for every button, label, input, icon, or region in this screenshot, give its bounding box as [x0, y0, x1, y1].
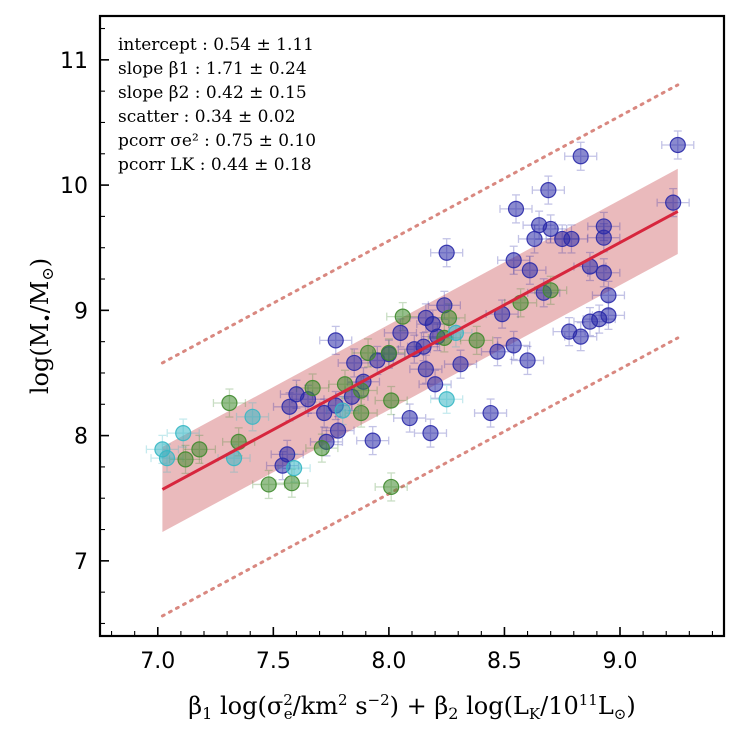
- blue-data-point: [519, 352, 536, 369]
- blue-data-point: [540, 182, 557, 199]
- y-axis-ticks: 7 8 9 10 11: [60, 27, 109, 625]
- blue-data-point: [329, 422, 347, 439]
- cyan-data-point: [286, 460, 303, 477]
- blue-data-point: [346, 354, 363, 372]
- blue-data-point: [581, 313, 599, 330]
- blue-data-point: [327, 332, 344, 349]
- stat-line: slope β2 : 0.42 ± 0.15: [118, 83, 307, 103]
- blue-data-point: [531, 217, 548, 234]
- cyan-data-point: [334, 402, 351, 419]
- blue-data-point: [600, 287, 617, 304]
- blue-data-point: [427, 376, 444, 393]
- cyan-data-point: [244, 408, 261, 425]
- cyan-data-point: [438, 391, 455, 408]
- blue-data-point: [417, 361, 434, 378]
- blue-data-point: [364, 432, 381, 449]
- y-tick-label: 9: [74, 299, 88, 324]
- green-data-point: [283, 475, 300, 492]
- lower-bound-line: [160, 336, 680, 618]
- blue-data-point: [505, 252, 522, 269]
- x-tick-label: 8.0: [371, 649, 406, 674]
- stat-line: scatter : 0.34 ± 0.02: [118, 107, 296, 127]
- green-data-point: [380, 344, 397, 362]
- x-axis-label: β1 log(σ2 e/km2 s−2) + β2 log(LK/1011L⊙): [188, 691, 635, 723]
- green-data-point: [313, 440, 330, 457]
- green-data-point: [394, 308, 411, 325]
- green-data-point: [353, 404, 370, 422]
- blue-data-point: [422, 424, 439, 442]
- y-tick-label: 7: [74, 550, 88, 575]
- cyan-data-point: [158, 450, 176, 467]
- blue-data-point: [288, 386, 305, 403]
- blue-data-point: [595, 264, 612, 281]
- green-data-point: [260, 476, 277, 493]
- blue-data-point: [281, 398, 298, 415]
- green-data-point: [177, 451, 194, 468]
- green-data-point: [383, 392, 400, 409]
- blue-data-point: [482, 404, 499, 422]
- x-tick-label: 7.5: [256, 649, 291, 674]
- blue-data-point: [526, 230, 543, 248]
- fit-statistics: intercept : 0.54 ± 1.11 slope β1 : 1.71 ±…: [118, 35, 316, 175]
- blue-data-point: [572, 328, 589, 345]
- blue-data-point: [665, 194, 682, 211]
- blue-data-point: [438, 244, 455, 261]
- stat-line: intercept : 0.54 ± 1.11: [118, 35, 314, 55]
- blue-data-point: [554, 230, 571, 248]
- blue-data-point: [572, 148, 589, 165]
- cyan-data-point: [175, 424, 192, 442]
- green-data-point: [440, 309, 458, 326]
- y-tick-label: 8: [74, 425, 88, 450]
- green-data-point: [383, 478, 400, 496]
- y-axis-label: log(M•/M⊙): [26, 258, 57, 394]
- blue-data-point: [452, 356, 469, 373]
- blue-data-point: [669, 136, 686, 154]
- green-data-point: [542, 282, 559, 299]
- stat-line: slope β1 : 1.71 ± 0.24: [118, 59, 307, 79]
- blue-data-point: [507, 200, 525, 217]
- green-data-point: [468, 332, 485, 349]
- blue-data-point: [316, 404, 333, 422]
- x-tick-label: 8.5: [487, 649, 522, 674]
- x-tick-label: 9.0: [603, 649, 638, 674]
- blue-data-point: [401, 409, 418, 427]
- fit-line: [161, 210, 679, 491]
- x-tick-label: 7.0: [140, 649, 175, 674]
- upper-bound-line: [160, 83, 680, 365]
- prediction-bounds: [160, 83, 680, 618]
- blue-data-point: [595, 229, 612, 246]
- blue-data-point: [392, 324, 409, 341]
- blue-data-point: [521, 262, 538, 279]
- y-tick-label: 10: [60, 174, 88, 199]
- blue-data-point: [505, 337, 522, 354]
- green-data-point: [191, 441, 208, 458]
- data-points: [154, 136, 686, 496]
- stat-line: pcorr σe² : 0.75 ± 0.10: [118, 131, 316, 151]
- blue-data-point: [489, 343, 506, 360]
- green-data-point: [221, 394, 238, 412]
- y-tick-label: 11: [60, 49, 88, 74]
- green-data-point: [304, 379, 321, 397]
- x-axis-ticks: 7.0 7.5 8.0 8.5 9.0: [111, 627, 713, 674]
- green-data-point: [359, 344, 377, 362]
- stat-line: pcorr LK : 0.44 ± 0.18: [118, 155, 312, 175]
